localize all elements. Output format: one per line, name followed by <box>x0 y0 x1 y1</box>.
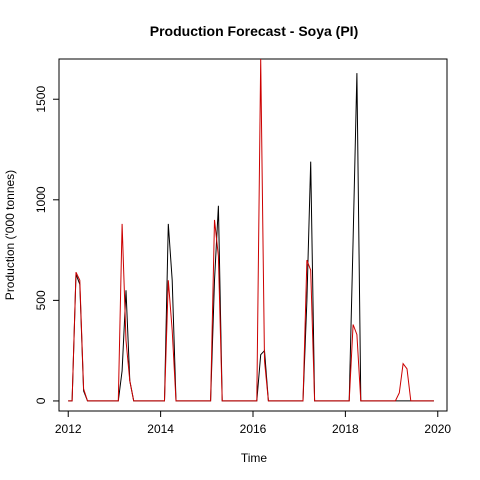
y-axis: 0 500 1000 1500 <box>34 86 60 404</box>
chart-title: Production Forecast - Soya (PI) <box>150 23 358 39</box>
y-tick-label: 1000 <box>34 186 48 213</box>
series-layer <box>68 59 434 402</box>
series-line-2 <box>68 59 434 402</box>
x-tick-label: 2016 <box>240 422 267 436</box>
y-tick-label: 0 <box>34 397 48 404</box>
x-axis: 2012 2014 2016 2018 2020 <box>55 410 451 436</box>
y-tick-label: 1500 <box>34 86 48 113</box>
x-tick-label: 2014 <box>147 422 174 436</box>
x-tick-label: 2018 <box>332 422 359 436</box>
x-tick-label: 2020 <box>424 422 451 436</box>
x-tick-label: 2012 <box>55 422 82 436</box>
plot-frame <box>58 58 448 412</box>
x-axis-label: Time <box>241 451 268 465</box>
y-axis-label: Production ('000 tonnes) <box>3 170 17 300</box>
series-line-1 <box>68 73 434 402</box>
y-tick-label: 500 <box>34 290 48 310</box>
